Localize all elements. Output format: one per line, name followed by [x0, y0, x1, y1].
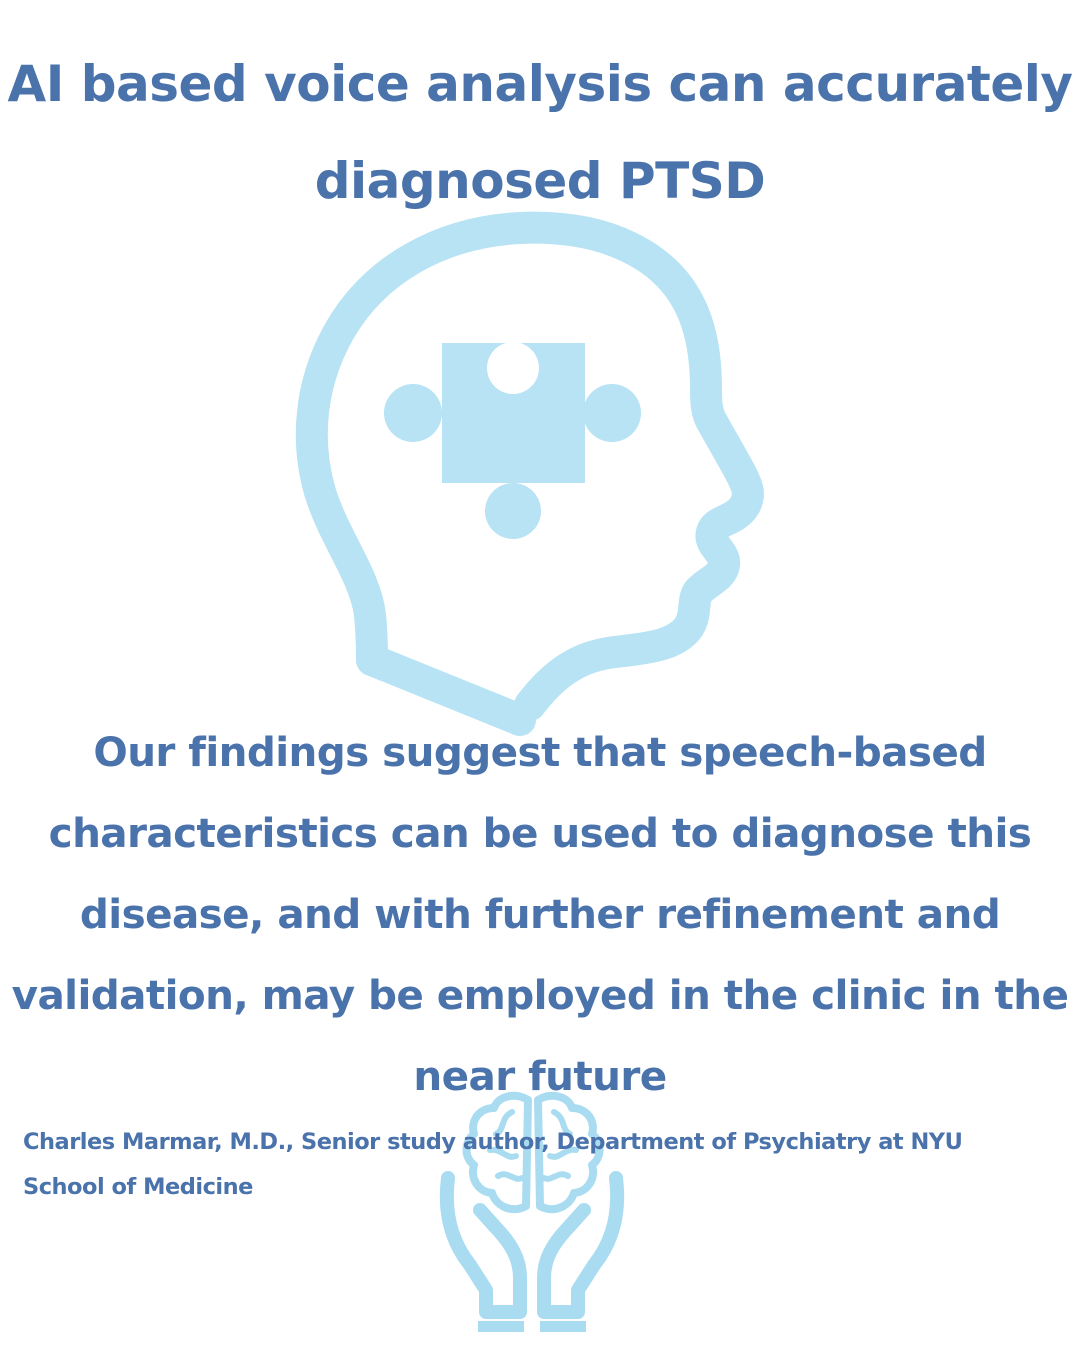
puzzle-notch-top — [487, 342, 539, 394]
head-outline — [295, 211, 764, 736]
left-hand — [439, 1171, 527, 1319]
brain-folds-left — [487, 1109, 525, 1182]
brain-folds-right — [541, 1109, 579, 1182]
brain-in-hands-icon — [439, 1091, 625, 1332]
quote-attribution: Charles Marmar, M.D., Senior study autho… — [23, 1129, 963, 1200]
puzzle-knob-right — [583, 384, 641, 442]
brain-left-hemisphere — [462, 1091, 532, 1214]
head-puzzle-icon — [295, 211, 764, 736]
poster-title: AI based voice analysis can accurately d… — [7, 55, 1073, 210]
quote-text: Our findings suggest that speech-based c… — [11, 728, 1069, 1100]
puzzle-knob-left — [384, 384, 442, 442]
right-cuff — [540, 1321, 586, 1332]
right-hand — [537, 1171, 625, 1319]
left-cuff — [478, 1321, 524, 1332]
puzzle-knob-bottom — [485, 483, 541, 539]
brain-right-hemisphere — [534, 1091, 604, 1214]
